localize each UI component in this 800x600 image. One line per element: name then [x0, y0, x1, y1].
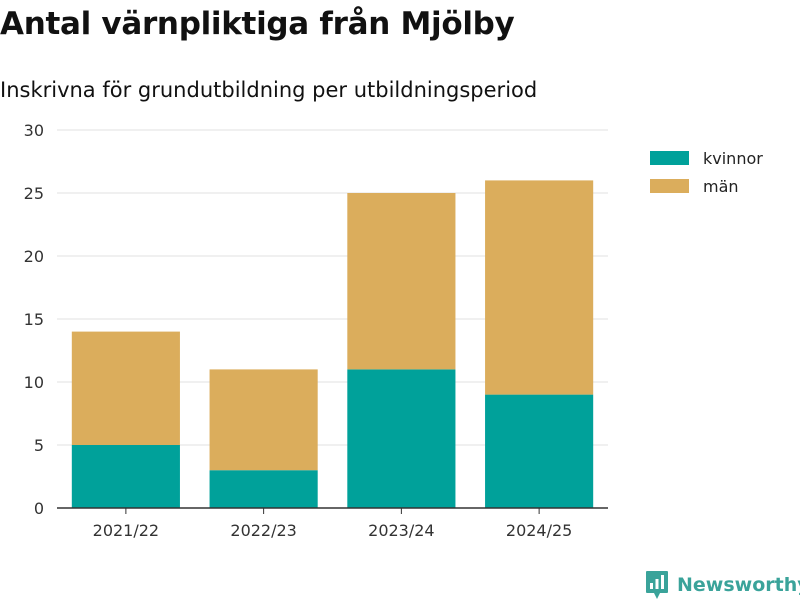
- bar-segment: [71, 445, 180, 508]
- y-tick-label: 5: [34, 436, 44, 455]
- bar-segment: [347, 369, 456, 508]
- bars: [71, 180, 594, 508]
- legend-label: kvinnor: [703, 149, 763, 168]
- bar-segment: [485, 394, 594, 508]
- y-tick-label: 0: [34, 499, 44, 518]
- y-tick-label: 15: [24, 310, 44, 329]
- y-tick-label: 20: [24, 247, 44, 266]
- newsworthy-logo-icon: [646, 571, 668, 599]
- bar-segment: [209, 470, 318, 508]
- chart-title: Antal värnpliktiga från Mjölby: [0, 6, 515, 42]
- y-tick-label: 10: [24, 373, 44, 392]
- legend-label: män: [703, 177, 739, 196]
- legend: kvinnor män: [650, 149, 763, 196]
- bar-segment: [71, 331, 180, 445]
- bar-segment: [347, 193, 456, 370]
- x-tick-label: 2021/22: [93, 521, 159, 540]
- bar-segment: [209, 369, 318, 471]
- chart-subtitle: Inskrivna för grundutbildning per utbild…: [0, 78, 538, 102]
- legend-swatch: [650, 151, 689, 165]
- bar-segment: [485, 180, 594, 395]
- y-tick-label: 25: [24, 184, 44, 203]
- x-tick-label: 2023/24: [368, 521, 434, 540]
- brand-logo: Newsworthy: [645, 570, 800, 600]
- y-tick-label: 30: [24, 121, 44, 140]
- legend-swatch: [650, 179, 689, 193]
- x-tick-label: 2022/23: [230, 521, 296, 540]
- brand-name: Newsworthy: [677, 574, 800, 596]
- x-tick-label: 2024/25: [506, 521, 572, 540]
- axes: 0 5 10 15 20 25 30 2021/22 2022/23 2023/24 2024/25: [24, 121, 608, 540]
